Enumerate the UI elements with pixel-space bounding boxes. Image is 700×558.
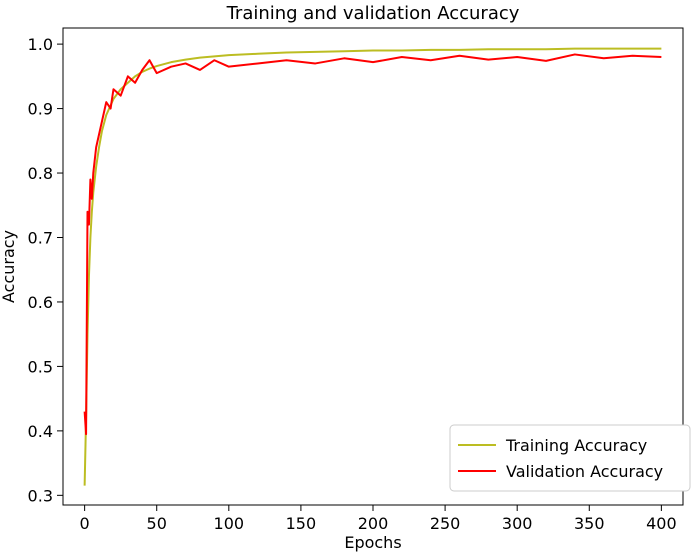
legend-box <box>449 424 691 492</box>
y-tick-label: 1.0 <box>28 35 53 54</box>
y-tick-label: 0.9 <box>28 100 53 119</box>
y-tick-label: 0.8 <box>28 164 53 183</box>
axes: 0 50 100 150 200 250 300 350 400 0.3 0.4 0.5 0.6 0.7 0… <box>28 27 684 533</box>
y-tick-label: 0.4 <box>28 422 53 441</box>
x-tick-label: 100 <box>214 514 245 533</box>
x-tick-label: 400 <box>646 514 677 533</box>
x-tick-label: 300 <box>502 514 533 533</box>
x-tick-label: 200 <box>358 514 389 533</box>
x-tick-label: 350 <box>574 514 605 533</box>
y-axis-label: Accuracy <box>0 230 18 303</box>
series-line-training-accuracy <box>83 47 662 486</box>
y-tick-label: 0.3 <box>28 486 53 505</box>
x-tick-label: 0 <box>80 514 90 533</box>
legend-label: Validation Accuracy <box>506 462 663 481</box>
x-axis-label: Epochs <box>344 533 401 552</box>
plot-area <box>83 47 662 486</box>
legend: Training Accuracy Validation Accuracy <box>449 424 691 492</box>
x-tick-label: 150 <box>286 514 317 533</box>
chart-title: Training and validation Accuracy <box>226 3 520 24</box>
x-tick-label: 50 <box>147 514 167 533</box>
series-line-validation-accuracy <box>83 53 662 436</box>
legend-label: Training Accuracy <box>505 436 647 455</box>
y-tick-label: 0.6 <box>28 293 53 312</box>
y-tick-label: 0.7 <box>28 228 53 247</box>
y-tick-label: 0.5 <box>28 357 53 376</box>
x-tick-label: 250 <box>430 514 461 533</box>
